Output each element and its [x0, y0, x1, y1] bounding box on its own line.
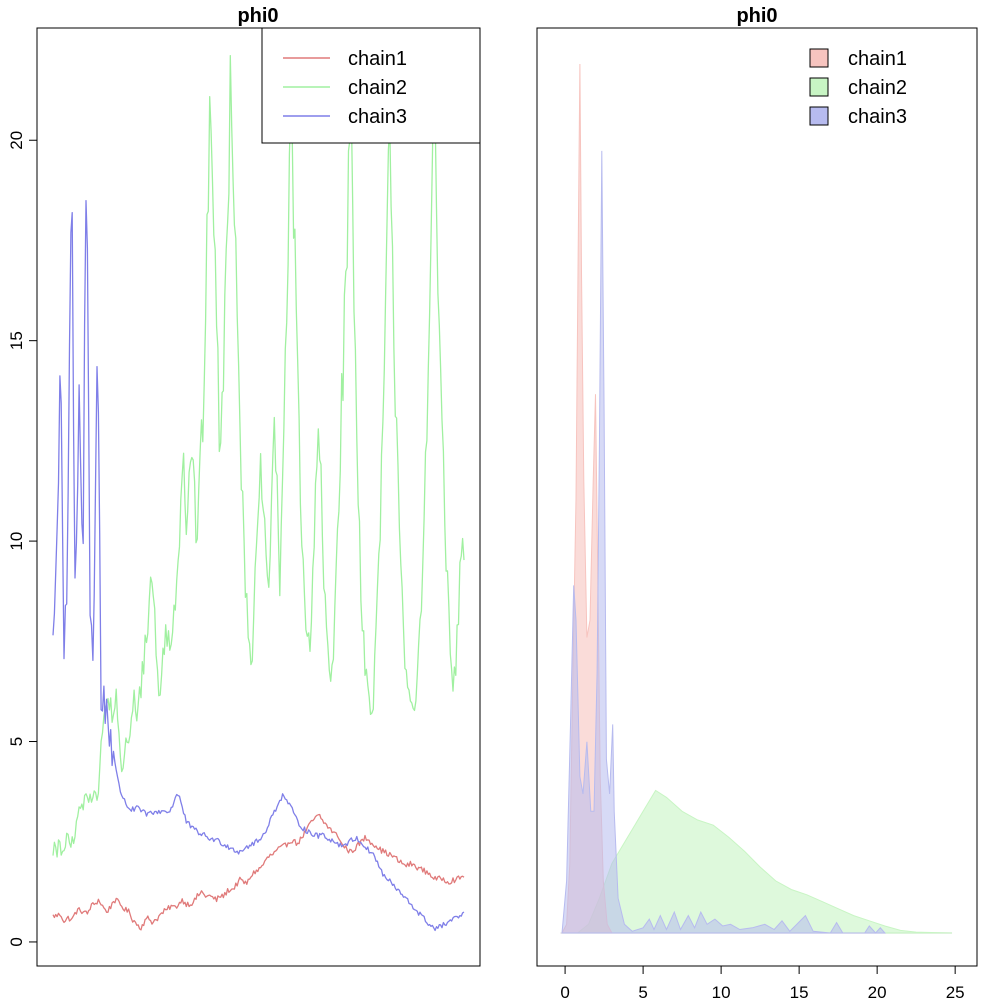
y-tick-label: 0	[7, 937, 26, 946]
legend-label-chain2: chain2	[348, 77, 407, 99]
legend-label-chain3: chain3	[848, 106, 907, 128]
trace-line-chain3	[52, 199, 465, 932]
x-tick-label: 20	[868, 983, 887, 1002]
legend-label-chain3: chain3	[348, 106, 407, 128]
density-area-chain2	[576, 789, 953, 934]
density-area-chain3	[561, 150, 887, 934]
density-plot-title: phi0	[736, 5, 777, 27]
legend-label-chain1: chain1	[848, 48, 907, 70]
x-tick-label: 5	[638, 983, 647, 1002]
x-tick-label: 15	[790, 983, 809, 1002]
trace-lines	[52, 54, 465, 932]
x-tick-label: 25	[946, 983, 965, 1002]
trace-line-chain2	[52, 54, 465, 858]
trace-legend: chain1 chain2 chain3	[261, 27, 481, 144]
trace-plot-panel: phi0 0 5 10 15 20 chain1 chain2 chain3	[7, 5, 481, 967]
density-x-axis: 0 5 10 15 20 25	[560, 965, 965, 1002]
legend-label-chain1: chain1	[348, 48, 407, 70]
density-plot-panel: phi0 0 5 10 15 20 25 chain1 chain2 chain3	[536, 5, 978, 1002]
legend-swatch-chain1	[809, 48, 829, 68]
trace-plot-frame	[36, 27, 481, 967]
legend-swatch-chain3	[809, 106, 829, 126]
y-tick-label: 15	[7, 331, 26, 350]
x-tick-label: 10	[712, 983, 731, 1002]
y-tick-label: 5	[7, 737, 26, 746]
legend-swatch-chain2	[809, 77, 829, 97]
density-areas	[560, 63, 953, 934]
trace-y-axis: 0 5 10 15 20	[7, 131, 37, 947]
legend-box	[261, 27, 481, 144]
y-tick-label: 20	[7, 131, 26, 150]
density-legend: chain1 chain2 chain3	[809, 48, 907, 128]
trace-line-chain1	[52, 813, 465, 931]
trace-plot-title: phi0	[237, 5, 278, 27]
x-tick-label: 0	[560, 983, 569, 1002]
legend-label-chain2: chain2	[848, 77, 907, 99]
y-tick-label: 10	[7, 532, 26, 551]
